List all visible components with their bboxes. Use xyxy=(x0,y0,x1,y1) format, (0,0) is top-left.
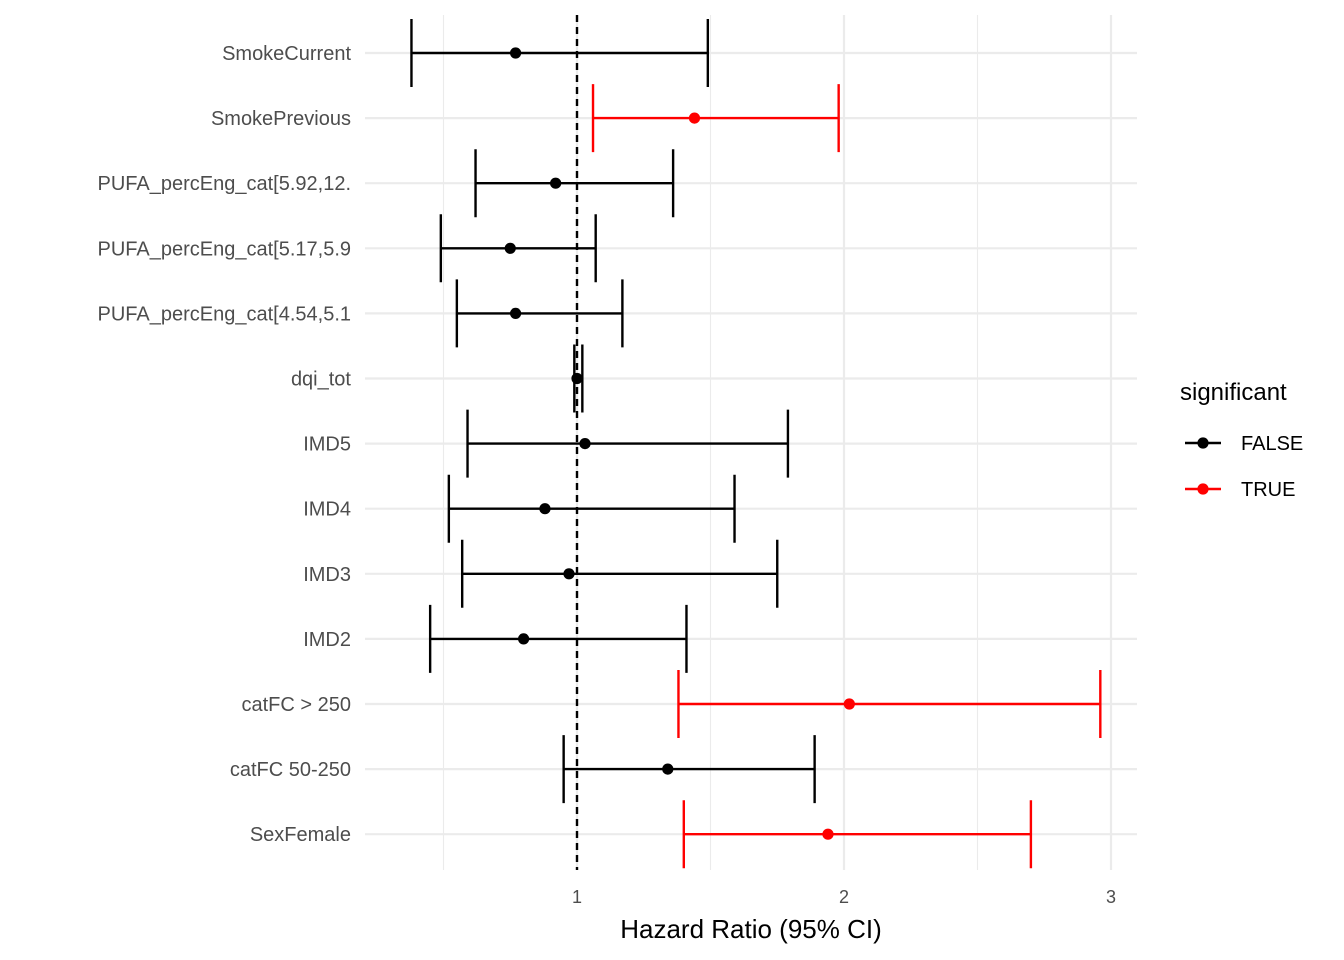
point-estimate xyxy=(550,177,562,189)
x-axis-tick-labels: 1 2 3 xyxy=(572,887,1116,907)
forest-row-7 xyxy=(447,474,736,543)
legend-item-false: FALSE xyxy=(1185,433,1303,455)
y-axis-label: catFC > 250 xyxy=(241,694,351,716)
x-tick-label: 3 xyxy=(1106,887,1116,907)
forest-row-10 xyxy=(677,670,1102,738)
point-estimate xyxy=(518,633,530,645)
x-tick-label: 2 xyxy=(839,887,849,907)
legend: significant FALSE TRUE xyxy=(1180,379,1303,501)
y-axis-label: SexFemale xyxy=(250,824,351,846)
point-estimate xyxy=(509,307,522,319)
forest-row-6 xyxy=(466,409,790,478)
y-axis-label: IMD5 xyxy=(303,434,351,456)
forest-row-1 xyxy=(591,84,840,153)
y-axis-label: IMD3 xyxy=(303,564,351,586)
forest-row-12 xyxy=(682,800,1033,869)
forest-row-9 xyxy=(428,604,688,673)
point-estimate xyxy=(579,438,591,450)
forest-row-4 xyxy=(455,279,624,348)
legend-item-true: TRUE xyxy=(1185,479,1295,501)
y-axis-label: IMD2 xyxy=(303,629,351,651)
point-estimate xyxy=(822,828,834,840)
point-estimate xyxy=(688,112,701,124)
point-estimate xyxy=(571,372,583,385)
legend-label: TRUE xyxy=(1241,479,1295,501)
y-axis-label: PUFA_percEng_cat[5.92,12. xyxy=(98,173,352,195)
point-estimate xyxy=(509,47,522,59)
y-axis-label: catFC 50-250 xyxy=(230,759,351,781)
legend-key-point xyxy=(1197,483,1209,495)
forest-row-11 xyxy=(562,735,816,804)
forest-row-8 xyxy=(460,539,779,608)
forest-row-0 xyxy=(410,19,710,87)
legend-items: FALSE TRUE xyxy=(1185,433,1303,501)
y-axis-label: PUFA_percEng_cat[5.17,5.9 xyxy=(98,238,352,260)
forest-row-3 xyxy=(439,214,597,283)
point-estimate xyxy=(563,568,575,580)
legend-title: significant xyxy=(1180,379,1287,406)
y-axis-label: PUFA_percEng_cat[4.54,5.1 xyxy=(98,303,352,325)
y-axis-label: SmokeCurrent xyxy=(222,43,351,65)
x-tick-label: 1 xyxy=(572,887,582,907)
forest-row-2 xyxy=(474,149,675,218)
legend-label: FALSE xyxy=(1241,433,1303,455)
plot-marks xyxy=(410,19,1102,869)
point-estimate xyxy=(539,503,551,515)
x-axis-title: Hazard Ratio (95% CI) xyxy=(620,914,882,944)
point-estimate xyxy=(662,763,674,775)
point-estimate xyxy=(843,698,855,710)
y-axis-label: dqi_tot xyxy=(291,369,351,391)
y-axis-labels: SmokeCurrent SmokePrevious PUFA_percEng_ca… xyxy=(98,43,352,846)
point-estimate xyxy=(504,242,516,254)
y-axis-label: IMD4 xyxy=(303,499,351,521)
forest-row-5 xyxy=(571,344,584,413)
y-axis-label: SmokePrevious xyxy=(211,108,351,130)
legend-key-point xyxy=(1197,437,1209,449)
